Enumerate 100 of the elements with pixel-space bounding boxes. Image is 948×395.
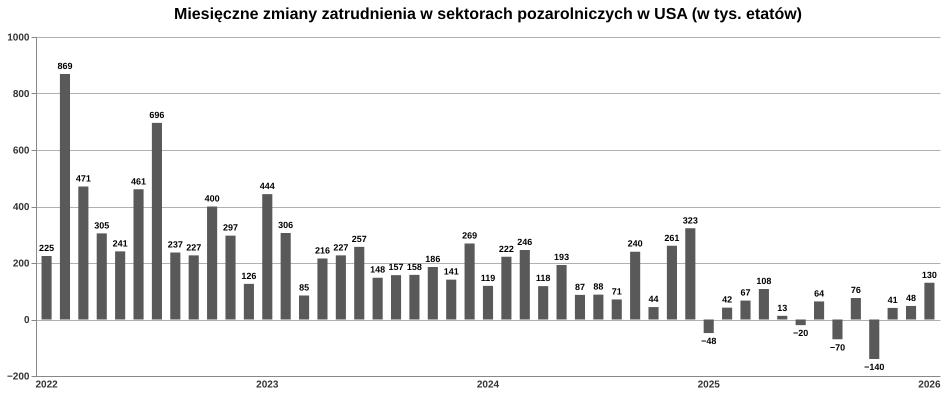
bar (722, 308, 732, 320)
bar (832, 320, 843, 340)
bar (704, 320, 714, 334)
bar (501, 256, 512, 320)
data-label: 257 (352, 234, 367, 244)
bar (207, 206, 218, 320)
data-label: 323 (682, 215, 698, 226)
data-label: 237 (168, 240, 183, 250)
data-label: 88 (593, 282, 604, 292)
data-label: 48 (906, 292, 916, 303)
bar (758, 288, 769, 320)
data-label: −48 (701, 336, 716, 346)
bar (612, 299, 622, 320)
bar (262, 194, 272, 320)
data-label: 696 (149, 110, 164, 120)
data-label: 869 (57, 61, 72, 72)
bar (152, 122, 162, 320)
bar (354, 246, 364, 320)
x-tick-label: 2025 (698, 380, 720, 390)
data-label: 240 (628, 238, 643, 249)
bar (796, 320, 806, 326)
data-label: 158 (406, 262, 422, 272)
y-tick-label: 800 (12, 89, 30, 100)
bar (133, 189, 144, 320)
data-label: 71 (612, 286, 622, 296)
data-label: 108 (756, 276, 772, 286)
bar (777, 316, 788, 320)
bar (42, 256, 52, 320)
data-label: −20 (793, 328, 808, 338)
data-label: 444 (260, 181, 275, 192)
data-label: 87 (574, 282, 585, 292)
bar (482, 286, 494, 320)
y-tick-label: 400 (12, 202, 30, 213)
data-label: 461 (131, 176, 146, 186)
bar (556, 264, 567, 320)
y-tick-label: −200 (6, 372, 30, 382)
chart-title: Miesięczne zmiany zatrudnienia w sektorach pozarolniczych w USA (w tys. etatów) (174, 6, 802, 23)
data-label: 241 (112, 238, 128, 248)
bar (869, 320, 880, 360)
y-tick-label: 0 (24, 315, 30, 326)
data-label: 261 (664, 232, 680, 243)
data-label: 193 (554, 252, 570, 262)
data-label: 119 (480, 272, 496, 283)
bar (924, 282, 934, 320)
data-label: 227 (333, 242, 348, 252)
bar (78, 186, 88, 320)
bar (60, 74, 70, 320)
bar (280, 233, 291, 320)
bar (630, 252, 640, 320)
data-label: 269 (462, 230, 478, 241)
bar (225, 236, 236, 320)
bar (170, 252, 180, 320)
data-label: 118 (536, 273, 550, 284)
bar (336, 255, 346, 320)
bar (593, 294, 604, 320)
data-label: 305 (94, 220, 110, 230)
data-label: 246 (517, 237, 532, 248)
bar (244, 284, 254, 320)
bar (538, 286, 548, 320)
data-label: 67 (740, 288, 751, 298)
data-label: 41 (888, 294, 898, 305)
bar (520, 250, 530, 320)
bar (317, 258, 328, 320)
bar (666, 246, 677, 320)
bar (574, 294, 586, 320)
bar (906, 306, 916, 320)
x-tick-label: 2024 (476, 380, 500, 390)
data-label: 76 (850, 285, 861, 296)
bar (850, 298, 861, 320)
bar (390, 275, 402, 320)
data-label: 130 (922, 270, 937, 280)
data-label: 216 (314, 245, 330, 256)
data-label: 186 (425, 254, 440, 264)
data-label: 64 (814, 288, 824, 298)
y-tick-label: 600 (12, 146, 30, 156)
data-label: 44 (648, 294, 659, 304)
bar (740, 300, 751, 320)
bar (428, 266, 438, 320)
data-label: 471 (76, 173, 91, 184)
data-label: 297 (222, 222, 238, 233)
data-label: 225 (39, 242, 54, 253)
data-label: 227 (186, 242, 202, 252)
bar (96, 233, 107, 320)
data-label: 85 (299, 282, 310, 292)
bar (648, 307, 659, 320)
bar (372, 278, 383, 320)
data-label: 306 (278, 220, 294, 230)
bar (685, 228, 696, 320)
data-label: 157 (388, 262, 404, 272)
data-label: 400 (204, 194, 220, 204)
data-label: 13 (777, 302, 788, 313)
bar (464, 244, 475, 320)
bar (446, 280, 456, 320)
bar (299, 295, 310, 320)
data-label: 141 (444, 266, 459, 277)
data-label: −70 (830, 342, 846, 352)
data-label: 148 (370, 264, 386, 275)
x-tick-label: 2022 (35, 380, 58, 390)
y-tick-label: 1000 (7, 32, 30, 44)
bar (115, 251, 126, 320)
